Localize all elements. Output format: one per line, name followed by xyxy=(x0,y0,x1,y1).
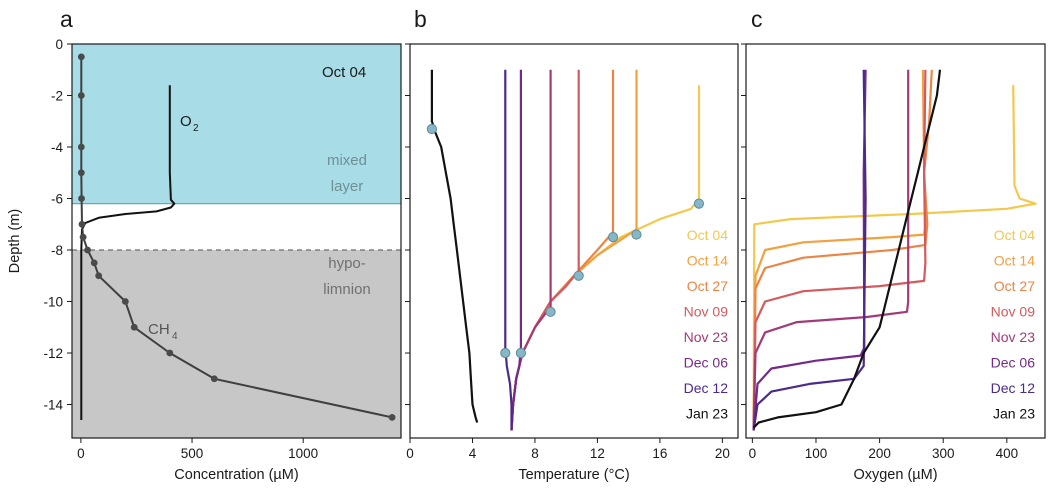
legend-entry-oct-04: Oct 04 xyxy=(994,227,1035,243)
series-line-oct-14 xyxy=(510,69,638,431)
legend-entry-oct-27: Oct 27 xyxy=(687,278,728,294)
x-axis-title: Concentration (µM) xyxy=(174,467,298,483)
ch4-data-point xyxy=(130,323,138,331)
x-tick-label: 0 xyxy=(406,446,414,461)
thermocline-marker xyxy=(545,306,556,317)
ch4-data-point xyxy=(210,375,218,383)
x-tick-label: 16 xyxy=(652,446,667,461)
legend-entry-nov-23: Nov 23 xyxy=(684,329,729,345)
y-tick-label: -2 xyxy=(51,89,63,104)
legend-entry-nov-23: Nov 23 xyxy=(991,329,1036,345)
panel-c-frame xyxy=(745,43,1046,439)
series-line-o2 xyxy=(80,85,176,420)
y-tick-label: -14 xyxy=(43,398,63,413)
legend-entry-oct-04: Oct 04 xyxy=(687,227,728,243)
ch4-data-point xyxy=(166,349,174,357)
series-line-dec-12 xyxy=(752,69,867,431)
ch4-data-point xyxy=(77,53,85,61)
x-axis-title: Temperature (°C) xyxy=(518,467,629,483)
ch4-data-point xyxy=(77,143,85,151)
x-axis-title: Oxygen (µM) xyxy=(853,467,937,483)
o2-subscript: 2 xyxy=(193,123,199,134)
ch4-data-point xyxy=(77,92,85,99)
ch4-data-point xyxy=(95,272,103,280)
y-tick-label: -6 xyxy=(51,192,63,207)
thermocline-marker xyxy=(631,229,642,240)
ch4-label: CH xyxy=(148,321,170,338)
series-line-dec-06 xyxy=(752,69,867,431)
x-tick-label: 0 xyxy=(749,446,757,461)
legend-entry-dec-06: Dec 06 xyxy=(991,355,1036,371)
mixed-layer-region xyxy=(72,44,401,204)
panel-b-frame xyxy=(409,43,739,439)
date-label: Oct 04 xyxy=(322,64,366,81)
ch4-data-point xyxy=(84,246,91,254)
ch4-data-point xyxy=(79,233,87,241)
panel-b: b 0 4 8 12 16 20 Oct 04 Oct 14 Oct 27 Nov 09 Nov 2… xyxy=(405,6,739,483)
thermocline-marker xyxy=(515,347,526,359)
x-tick-label: 0 xyxy=(77,446,85,461)
ch4-data-point xyxy=(388,413,396,421)
x-tick-label: 100 xyxy=(805,446,828,461)
thermocline-marker xyxy=(693,198,705,209)
x-tick-label: 300 xyxy=(932,446,955,461)
x-tick-label: 1000 xyxy=(288,446,318,461)
series-line-oct-27 xyxy=(752,69,933,431)
legend-entry-nov-09: Nov 09 xyxy=(684,304,729,320)
hypolimnion-region xyxy=(72,250,401,438)
o2-label: O xyxy=(180,113,192,130)
legend-entry-jan-23: Jan 23 xyxy=(686,406,728,422)
x-tick-label: 8 xyxy=(531,446,539,461)
panel-letter-b: b xyxy=(414,6,427,32)
mixed-layer-label-2: layer xyxy=(331,178,364,195)
thermocline-marker xyxy=(500,347,511,359)
series-line-oct-27 xyxy=(510,69,615,431)
y-tick-label: 0 xyxy=(55,37,63,52)
ch4-data-point xyxy=(78,220,86,228)
ch4-data-point xyxy=(90,259,98,267)
series-line-dec-12 xyxy=(504,69,513,431)
ch4-data-point xyxy=(78,195,85,202)
thermocline-marker xyxy=(573,270,584,281)
series-line-oct-04 xyxy=(752,85,1037,431)
legend-entry-oct-14: Oct 14 xyxy=(687,253,728,269)
panel-c: c 0 100 200 300 400 Oct 04 Oct 14 Oct 27 Nov 09 N… xyxy=(741,6,1046,483)
panel-letter-c: c xyxy=(751,6,763,32)
thermocline-marker xyxy=(426,123,437,135)
mixed-layer-label-1: mixed xyxy=(327,152,367,169)
legend-entry-jan-23: Jan 23 xyxy=(993,406,1035,422)
y-axis-title: Depth (m) xyxy=(7,209,23,273)
x-tick-label: 12 xyxy=(590,446,605,461)
legend-entry-dec-12: Dec 12 xyxy=(991,380,1036,396)
series-line-jan-23 xyxy=(430,69,479,423)
panel-letter-a: a xyxy=(60,6,73,32)
legend-entry-oct-14: Oct 14 xyxy=(994,253,1035,269)
hypolimnion-label-2: limnion xyxy=(323,281,371,298)
legend-entry-dec-06: Dec 06 xyxy=(684,355,729,371)
series-line-dec-06 xyxy=(510,69,522,431)
ch4-data-point xyxy=(77,169,85,177)
ch4-data-point xyxy=(121,298,129,305)
panel-a: a 0 500 1000 0 -2 -4 -6 -8 -10 -12 -14 Oct 04 O 2 CH 4 m… xyxy=(7,6,402,483)
series-line-nov-09 xyxy=(752,69,927,431)
ch4-subscript: 4 xyxy=(172,331,178,342)
x-tick-label: 400 xyxy=(996,446,1019,461)
x-tick-label: 20 xyxy=(715,446,730,461)
series-line-oct-04 xyxy=(510,85,701,431)
legend-entry-dec-12: Dec 12 xyxy=(684,380,729,396)
x-tick-label: 4 xyxy=(469,446,477,461)
panel-a-frame xyxy=(71,43,402,439)
hypolimnion-label-1: hypo- xyxy=(328,255,366,272)
series-line-jan-23 xyxy=(752,69,942,429)
y-tick-label: -8 xyxy=(51,243,63,258)
x-tick-label: 500 xyxy=(181,446,204,461)
y-tick-label: -12 xyxy=(43,346,63,361)
y-tick-label: -10 xyxy=(43,295,63,310)
legend-entry-nov-09: Nov 09 xyxy=(991,304,1036,320)
legend-entry-oct-27: Oct 27 xyxy=(994,278,1035,294)
x-tick-label: 200 xyxy=(868,446,891,461)
thermocline-marker xyxy=(607,232,619,243)
y-tick-label: -4 xyxy=(51,140,63,155)
